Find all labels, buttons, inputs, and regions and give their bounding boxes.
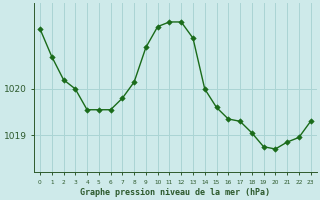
X-axis label: Graphe pression niveau de la mer (hPa): Graphe pression niveau de la mer (hPa) bbox=[80, 188, 270, 197]
